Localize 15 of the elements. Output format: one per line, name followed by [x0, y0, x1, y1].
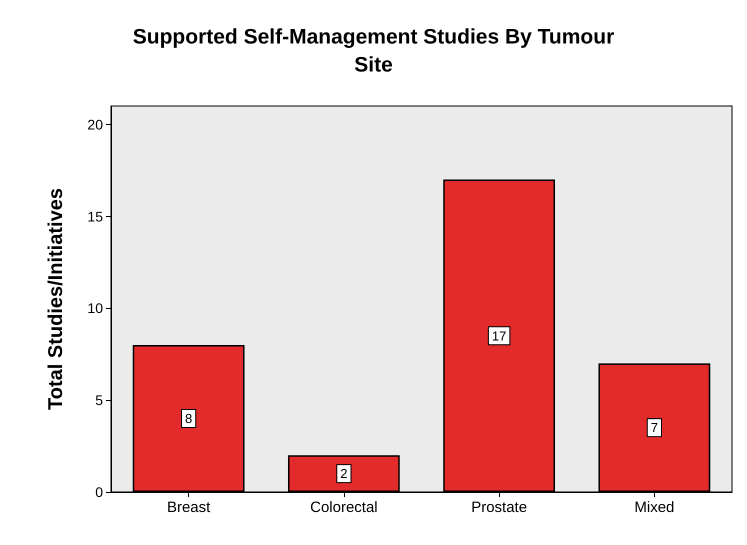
x-tick-label: Breast	[166, 499, 212, 516]
data-label: 17	[492, 328, 506, 344]
y-tick-label: 20	[87, 116, 104, 132]
data-label: 2	[340, 466, 348, 482]
y-axis-title: Total Studies/Initiatives	[45, 188, 67, 410]
chart-title: Supported Self-Management Studies By Tumour Site	[132, 26, 614, 76]
y-tick-label: 0	[95, 484, 104, 500]
y-tick-label: 10	[87, 300, 104, 316]
data-label: 8	[185, 410, 192, 426]
y-tick-label: 5	[95, 392, 104, 408]
y-tick-label: 15	[87, 208, 104, 224]
x-tick-label: Colorectal	[310, 499, 378, 516]
x-tick-label: Mixed	[634, 499, 674, 516]
x-tick-label: Prostate	[471, 499, 528, 516]
data-label: 7	[650, 420, 658, 436]
